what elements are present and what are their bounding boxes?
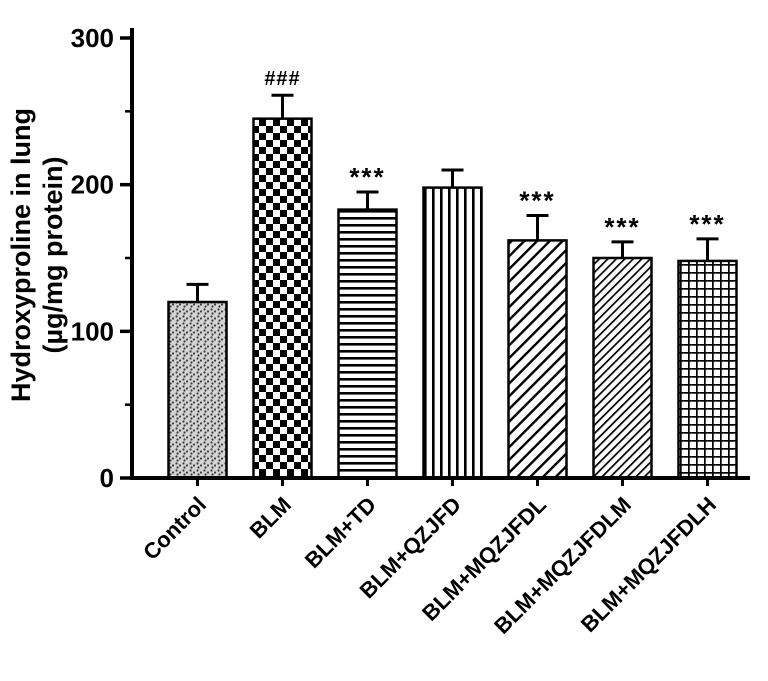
y-axis-title: Hydroxyproline in lung [6, 108, 36, 402]
y-tick-label: 100 [71, 316, 114, 346]
x-tick-label: BLM+TD [300, 492, 381, 573]
significance-annotation: *** [604, 212, 640, 242]
bar-BLM+TD [337, 208, 398, 480]
bar-Control [167, 300, 228, 480]
bar-BLM+QZJFD [422, 186, 483, 480]
significance-annotation: ### [264, 68, 300, 90]
y-tick-label: 0 [100, 463, 114, 493]
x-tick-label: Control [138, 492, 211, 565]
x-tick-label: BLM [245, 492, 296, 543]
y-tick-label: 300 [71, 23, 114, 53]
significance-annotation: *** [349, 162, 385, 192]
significance-annotation: *** [689, 209, 725, 239]
y-axis-units: (µg/mg protein) [38, 156, 68, 353]
bar-BLM+MQZJFDL [507, 239, 568, 480]
bar-BLM+MQZJFDLH [677, 259, 738, 480]
significance-annotation: *** [519, 185, 555, 215]
plot-area: Control###BLM***BLM+TDBLM+QZJFD***BLM+MQ… [71, 23, 750, 639]
y-tick-label: 200 [71, 170, 114, 200]
bar-BLM [252, 117, 313, 480]
bar-BLM+MQZJFDLM [592, 256, 653, 480]
